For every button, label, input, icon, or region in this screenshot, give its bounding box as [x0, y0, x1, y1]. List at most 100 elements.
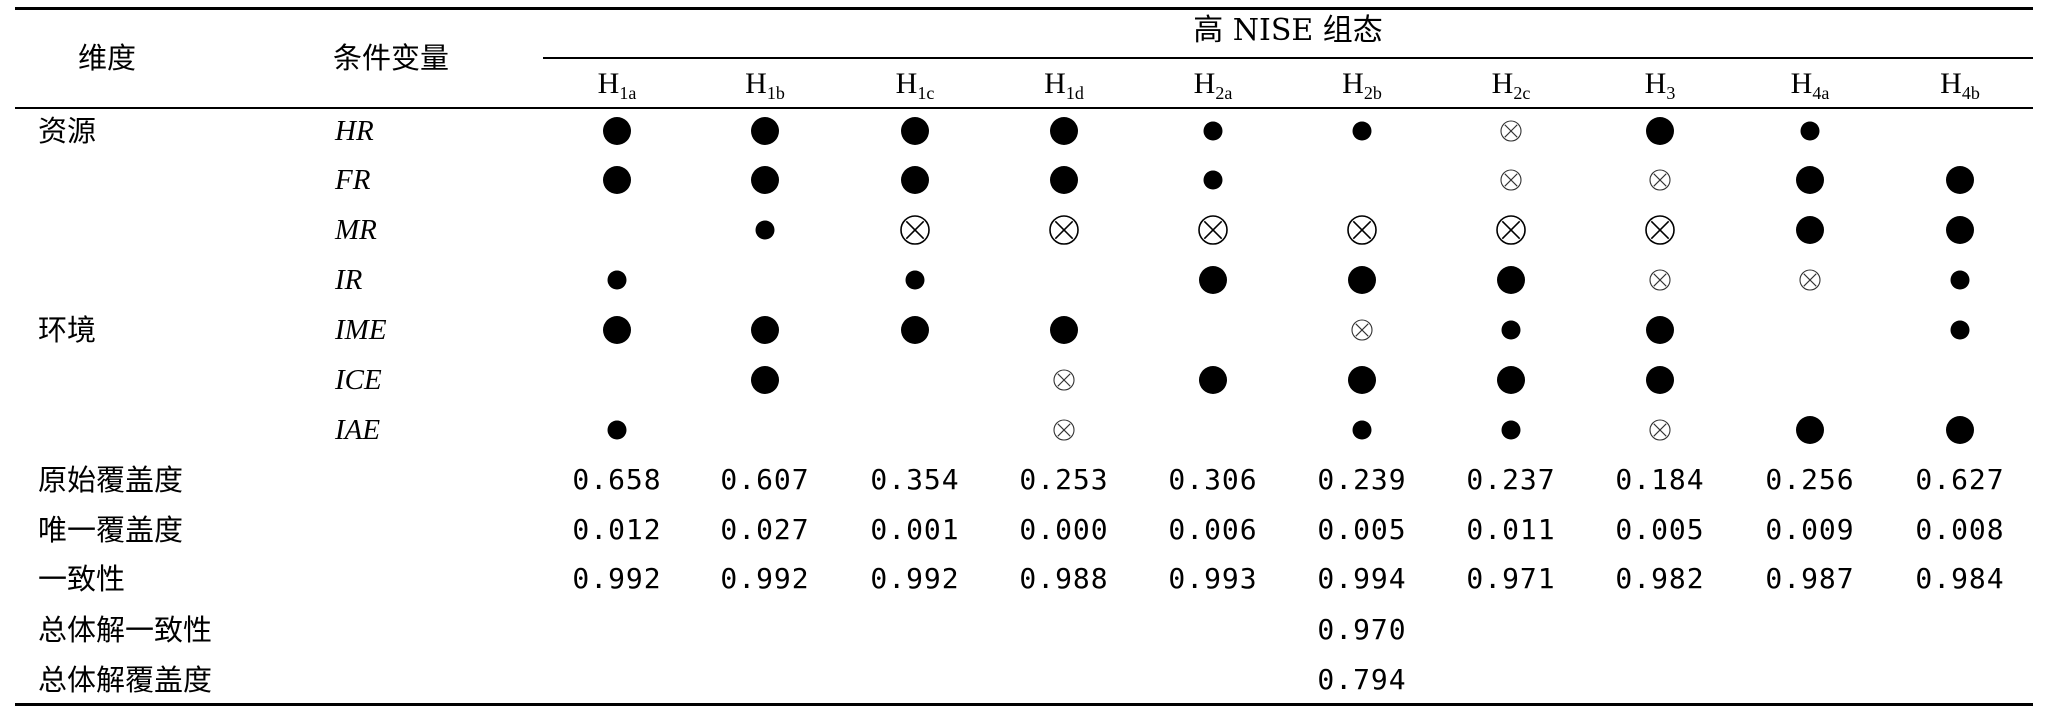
metric-value: 0.237 [1466, 463, 1556, 496]
metric-label: 原始覆盖度 [38, 462, 184, 497]
config-header-subscript: 1c [917, 83, 935, 103]
core-present-icon [1645, 365, 1675, 395]
core-present-icon [602, 315, 632, 345]
config-header-h4b: H4b [1940, 67, 1980, 103]
core-present-icon [1795, 215, 1825, 245]
peripheral-present-icon [1347, 415, 1377, 445]
group-title: 高 NISE 组态 [1193, 13, 1383, 48]
core-absent-icon [1048, 214, 1080, 246]
config-header-subscript: 2b [1363, 83, 1382, 103]
config-header-h1d: H1d [1044, 69, 1084, 103]
metric-value: 0.008 [1915, 513, 2005, 546]
peripheral-present-icon [900, 265, 930, 295]
peripheral-absent-icon [1648, 268, 1672, 292]
peripheral-present-icon [1945, 315, 1975, 345]
config-header-subscript: 2c [1513, 83, 1531, 103]
metric-value: 0.982 [1615, 562, 1705, 595]
peripheral-present-icon [1945, 265, 1975, 295]
core-present-icon [1347, 365, 1377, 395]
core-present-icon [750, 315, 780, 345]
metric-label: 一致性 [38, 561, 126, 596]
peripheral-present-icon [1496, 315, 1526, 345]
peripheral-absent-icon [1648, 418, 1672, 442]
peripheral-absent-icon [1350, 318, 1374, 342]
core-present-icon [900, 116, 930, 146]
core-present-icon [1945, 415, 1975, 445]
metric-value: 0.253 [1019, 463, 1109, 496]
peripheral-present-icon [1496, 415, 1526, 445]
peripheral-absent-icon [1499, 168, 1523, 192]
metric-value: 0.354 [870, 463, 960, 496]
config-header-h2c: H2c [1492, 69, 1531, 103]
config-header-base: H [1193, 67, 1216, 100]
core-absent-icon [1346, 214, 1378, 246]
config-header-base: H [1940, 67, 1962, 100]
core-present-icon [1049, 315, 1079, 345]
metric-value: 0.971 [1466, 562, 1556, 595]
dimension-header: 维度 [78, 40, 137, 75]
overall-label: 总体解覆盖度 [38, 662, 213, 697]
core-present-icon [1049, 165, 1079, 195]
bottom-rule [15, 703, 2033, 706]
metric-value: 0.239 [1317, 463, 1407, 496]
peripheral-absent-icon [1052, 368, 1076, 392]
core-present-icon [1645, 315, 1675, 345]
config-header-base: H [1644, 67, 1667, 100]
core-present-icon [602, 165, 632, 195]
peripheral-present-icon [1795, 116, 1825, 146]
config-header-subscript: 4a [1812, 83, 1830, 103]
core-present-icon [1645, 116, 1675, 146]
config-header-base: H [745, 67, 767, 100]
header-bottom-rule [15, 107, 2033, 109]
condition-label: HR [335, 114, 374, 147]
metric-value: 0.306 [1168, 463, 1258, 496]
metric-value: 0.012 [572, 513, 662, 546]
metric-value: 0.607 [720, 463, 810, 496]
overall-value: 0.970 [1317, 613, 1407, 646]
metric-value: 0.005 [1317, 513, 1407, 546]
overall-value: 0.794 [1317, 663, 1407, 696]
config-header-subscript: 1b [766, 83, 785, 103]
config-header-subscript: 1a [619, 83, 637, 103]
condition-header: 条件变量 [333, 40, 450, 75]
core-present-icon [750, 165, 780, 195]
config-header-subscript: 2a [1215, 83, 1233, 103]
config-header-h1c: H1c [896, 69, 935, 103]
metric-value: 0.005 [1615, 513, 1705, 546]
config-header-h3: H3 [1644, 67, 1676, 103]
condition-label: IR [335, 263, 363, 296]
metric-value: 0.627 [1915, 463, 2005, 496]
metric-label: 唯一覆盖度 [38, 512, 184, 547]
peripheral-present-icon [602, 415, 632, 445]
metric-value: 0.011 [1466, 513, 1556, 546]
metric-value: 0.988 [1019, 562, 1109, 595]
peripheral-present-icon [1198, 165, 1228, 195]
metric-value: 0.027 [720, 513, 810, 546]
core-absent-icon [1644, 214, 1676, 246]
metric-value: 0.984 [1915, 562, 2005, 595]
config-header-base: H [1790, 67, 1813, 100]
peripheral-present-icon [602, 265, 632, 295]
core-present-icon [1198, 265, 1228, 295]
peripheral-present-icon [750, 215, 780, 245]
core-present-icon [1945, 215, 1975, 245]
metric-value: 0.992 [870, 562, 960, 595]
metric-value: 0.184 [1615, 463, 1705, 496]
group-rule [543, 57, 2033, 59]
config-header-subscript: 3 [1666, 83, 1676, 103]
top-rule [15, 7, 2033, 10]
metric-value: 0.993 [1168, 562, 1258, 595]
config-header-base: H [597, 67, 620, 100]
peripheral-absent-icon [1648, 168, 1672, 192]
config-header-subscript: 1d [1065, 83, 1084, 103]
peripheral-present-icon [1347, 116, 1377, 146]
config-header-base: H [1342, 67, 1364, 100]
condition-label: ICE [335, 363, 382, 396]
metric-value: 0.009 [1765, 513, 1855, 546]
core-present-icon [1347, 265, 1377, 295]
metric-value: 0.006 [1168, 513, 1258, 546]
condition-label: IME [335, 313, 387, 346]
core-present-icon [1795, 415, 1825, 445]
condition-label: MR [335, 213, 377, 246]
metric-value: 0.992 [720, 562, 810, 595]
